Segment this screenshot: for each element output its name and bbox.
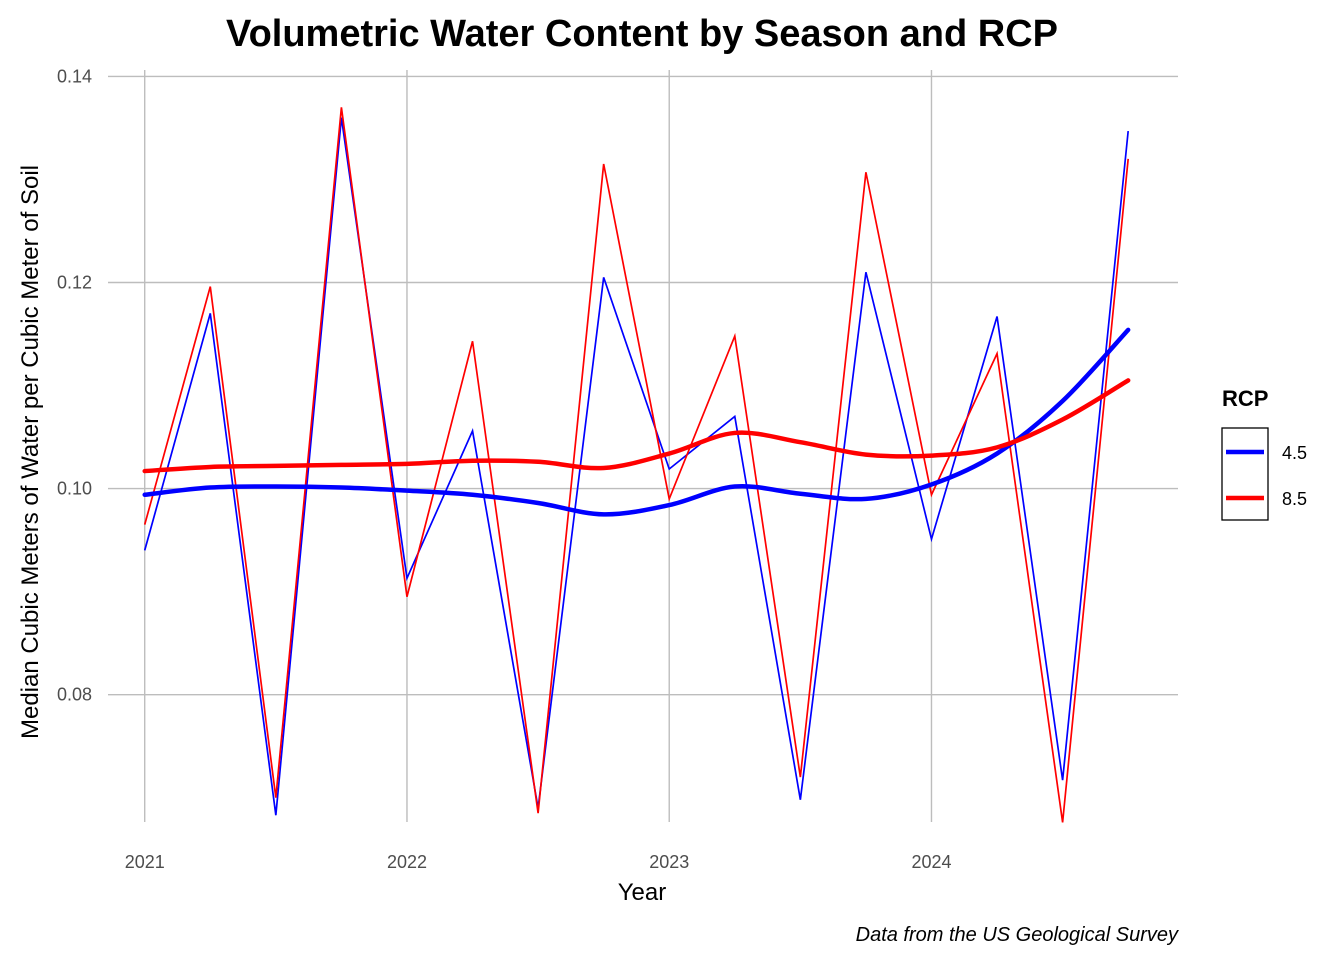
x-tick-label: 2021 [125,852,165,872]
grid-layer [108,70,1178,822]
legend-label-rcp-4-5: 4.5 [1282,443,1307,463]
legend: RCP 4.5 8.5 [1221,386,1307,521]
y-tick-label: 0.14 [57,66,92,86]
series-line-rcp-8-5 [143,107,1130,823]
ticks-layer: 2021 2022 2023 2024 0.08 0.10 0.12 0.14 [57,66,952,872]
x-tick-label: 2023 [649,852,689,872]
trend-line-rcp-4-5 [142,327,1131,517]
trend-line-rcp-8-5 [142,378,1131,474]
legend-key-frame [1221,427,1269,521]
legend-label-rcp-8-5: 8.5 [1282,489,1307,509]
chart-title: Volumetric Water Content by Season and R… [226,13,1058,55]
series-layer [142,107,1131,823]
y-tick-label: 0.10 [57,479,92,499]
y-axis-title: Median Cubic Meters of Water per Cubic M… [17,165,44,739]
x-tick-label: 2022 [387,852,427,872]
x-tick-label: 2024 [911,852,951,872]
chart-caption: Data from the US Geological Survey [856,924,1179,946]
y-tick-label: 0.12 [57,273,92,293]
x-axis-title: Year [618,879,667,906]
legend-entries: 4.5 8.5 [1226,443,1307,509]
legend-title: RCP [1222,386,1268,411]
y-tick-label: 0.08 [57,685,92,705]
